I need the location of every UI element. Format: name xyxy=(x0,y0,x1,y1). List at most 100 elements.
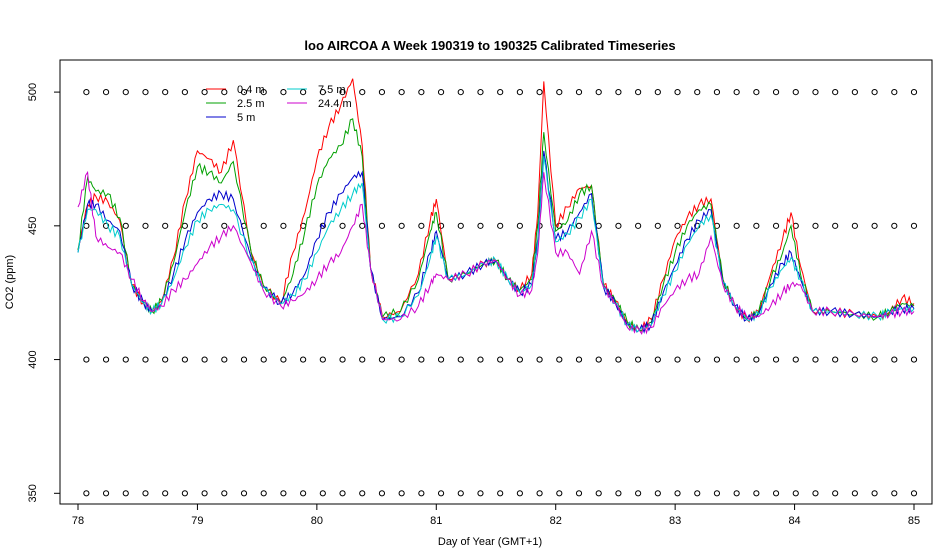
marker-row-2-6 xyxy=(201,222,208,229)
marker-row-3-18 xyxy=(437,88,445,96)
marker-row-1-30 xyxy=(674,356,681,363)
marker-row-0-42 xyxy=(910,490,918,497)
marker-row-1-40 xyxy=(871,356,878,363)
marker-row-3-10 xyxy=(280,88,287,96)
marker-row-3-1 xyxy=(102,88,110,96)
x-tick-label-5: 83 xyxy=(669,515,681,527)
marker-row-0-30 xyxy=(674,490,681,497)
marker-row-1-21 xyxy=(497,356,504,363)
marker-row-1-1 xyxy=(102,356,110,363)
x-tick-label-2: 80 xyxy=(311,515,323,527)
marker-row-3-11 xyxy=(300,88,307,96)
marker-row-3-20 xyxy=(477,88,484,96)
marker-row-2-41 xyxy=(891,222,898,229)
marker-row-0-29 xyxy=(654,490,661,497)
marker-row-1-11 xyxy=(300,356,307,363)
marker-row-0-34 xyxy=(753,490,760,497)
y-tick-label-2: 450 xyxy=(27,217,39,235)
marker-row-1-0 xyxy=(83,356,90,363)
marker-row-0-24 xyxy=(556,490,563,497)
legend-label-0: 0.4 m xyxy=(237,84,265,96)
marker-row-2-28 xyxy=(635,222,642,229)
marker-row-0-13 xyxy=(339,490,346,497)
marker-row-2-21 xyxy=(497,222,504,229)
marker-row-1-28 xyxy=(635,356,642,363)
marker-row-1-32 xyxy=(713,356,721,363)
x-tick-label-4: 82 xyxy=(550,515,562,527)
marker-row-0-37 xyxy=(812,490,819,497)
chart-title: loo AIRCOA A Week 190319 to 190325 Calib… xyxy=(304,38,675,53)
marker-row-0-19 xyxy=(457,490,464,497)
marker-row-2-2 xyxy=(122,222,129,229)
y-axis-label: CO2 (ppm) xyxy=(4,255,16,309)
marker-row-2-29 xyxy=(654,222,661,229)
marker-row-1-35 xyxy=(772,356,780,363)
marker-row-3-12 xyxy=(319,88,326,96)
marker-row-1-19 xyxy=(457,356,464,363)
marker-row-1-34 xyxy=(753,356,760,363)
marker-row-0-21 xyxy=(497,490,504,497)
y-tick-label-1: 400 xyxy=(27,350,39,368)
marker-row-3-3 xyxy=(142,88,149,96)
marker-row-3-9 xyxy=(260,88,267,96)
marker-row-2-1 xyxy=(102,222,110,229)
marker-row-1-23 xyxy=(536,356,543,363)
marker-row-0-35 xyxy=(772,490,780,497)
marker-row-3-23 xyxy=(536,88,543,96)
marker-row-1-18 xyxy=(437,356,445,363)
marker-row-3-0 xyxy=(83,88,90,96)
marker-row-2-18 xyxy=(437,222,445,229)
series-line-4 xyxy=(77,170,915,336)
marker-row-2-27 xyxy=(615,222,622,229)
marker-row-1-16 xyxy=(398,356,405,363)
marker-row-1-14 xyxy=(359,356,366,363)
marker-row-2-37 xyxy=(812,222,819,229)
marker-row-3-19 xyxy=(457,88,464,96)
series-line-2 xyxy=(77,150,915,334)
marker-row-3-4 xyxy=(162,88,169,96)
marker-row-1-36 xyxy=(792,356,799,363)
marker-row-1-3 xyxy=(142,356,149,363)
marker-row-0-41 xyxy=(891,490,898,497)
marker-row-0-14 xyxy=(359,490,366,497)
legend-label-3: 7.5 m xyxy=(318,84,346,96)
marker-row-2-17 xyxy=(418,222,425,229)
marker-row-1-29 xyxy=(654,356,661,363)
marker-row-2-10 xyxy=(280,222,287,229)
marker-row-2-33 xyxy=(733,222,740,229)
marker-row-3-8 xyxy=(240,88,248,96)
x-tick-label-1: 79 xyxy=(191,515,203,527)
marker-row-3-2 xyxy=(122,88,129,96)
marker-row-2-12 xyxy=(319,222,326,229)
marker-row-1-33 xyxy=(733,356,740,363)
marker-row-3-25 xyxy=(575,88,583,96)
marker-row-1-37 xyxy=(812,356,819,363)
marker-row-3-42 xyxy=(910,88,918,96)
x-axis: 78 79 80 81 82 83 84 85 xyxy=(72,504,920,527)
marker-row-1-24 xyxy=(556,356,563,363)
marker-row-2-35 xyxy=(772,222,780,229)
marker-row-3-17 xyxy=(418,88,425,96)
marker-row-0-2 xyxy=(122,490,129,497)
marker-row-3-41 xyxy=(891,88,898,96)
marker-row-0-26 xyxy=(595,490,602,497)
marker-row-1-12 xyxy=(319,356,326,363)
marker-row-1-9 xyxy=(260,356,267,363)
marker-row-3-26 xyxy=(595,88,602,96)
marker-row-3-28 xyxy=(635,88,642,96)
marker-row-1-2 xyxy=(122,356,129,363)
marker-row-1-22 xyxy=(516,356,523,363)
marker-row-3-13 xyxy=(339,88,346,96)
marker-row-1-26 xyxy=(595,356,602,363)
marker-row-3-39 xyxy=(851,88,858,96)
marker-row-2-26 xyxy=(595,222,602,229)
marker-row-1-6 xyxy=(201,356,208,363)
reference-markers xyxy=(83,88,918,497)
marker-row-2-16 xyxy=(398,222,405,229)
marker-row-2-39 xyxy=(851,222,858,229)
marker-row-2-13 xyxy=(339,222,346,229)
marker-row-3-36 xyxy=(792,88,799,96)
marker-row-3-21 xyxy=(497,88,504,96)
marker-row-3-34 xyxy=(753,88,760,96)
marker-row-0-16 xyxy=(398,490,405,497)
